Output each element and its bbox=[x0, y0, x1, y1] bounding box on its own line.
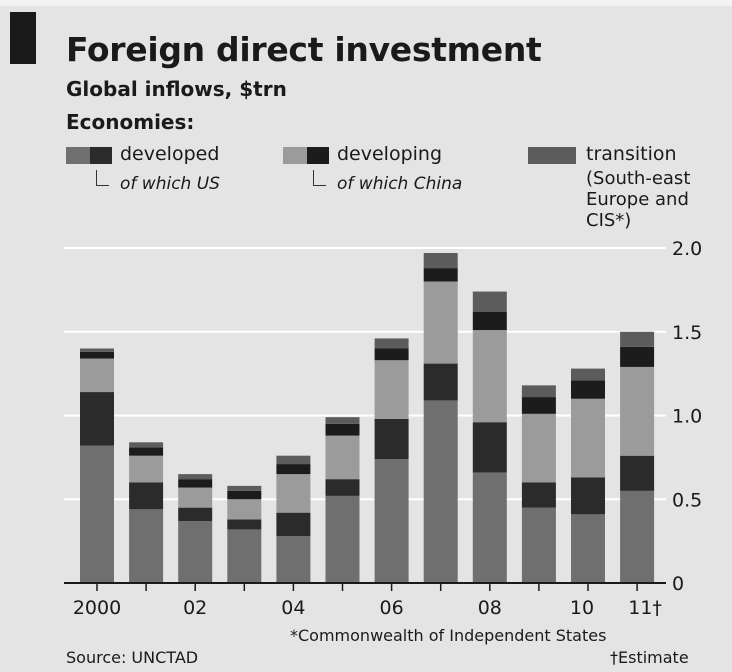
bar-segment-china bbox=[571, 380, 605, 399]
bar-segment-developed bbox=[178, 521, 213, 583]
source-label: Source: UNCTAD bbox=[66, 648, 199, 667]
x-tick-label: 06 bbox=[380, 597, 404, 619]
bar-segment-transition bbox=[423, 253, 458, 269]
footnote-estimate: †Estimate bbox=[610, 648, 689, 667]
x-tick-label: 10 bbox=[570, 597, 594, 619]
x-tick-label: 08 bbox=[478, 597, 502, 619]
bar-segment-developed bbox=[276, 536, 311, 583]
legend-label-transition: transition bbox=[586, 143, 677, 165]
bar-segment-china bbox=[325, 423, 360, 436]
legend-heading: Economies: bbox=[66, 110, 195, 134]
bar-segment-developing bbox=[423, 281, 458, 364]
bar-segment-transition bbox=[374, 338, 409, 349]
x-tick-label: 2000 bbox=[73, 597, 121, 619]
x-tick-label: 11† bbox=[628, 597, 662, 619]
bar-segment-china bbox=[472, 311, 507, 331]
bar-segment-us bbox=[521, 482, 556, 508]
legend-label-developed: developed bbox=[120, 143, 220, 165]
legend-label-us: of which US bbox=[120, 174, 220, 194]
bar-segment-developed bbox=[571, 514, 605, 583]
legend-transition-note-line: CIS*) bbox=[586, 210, 632, 231]
legend-swatch-developed bbox=[66, 147, 90, 164]
legend-hook-us bbox=[96, 170, 109, 186]
bar-segment-developing bbox=[276, 474, 311, 513]
bar-segment-china bbox=[374, 348, 409, 361]
x-tick-label: 02 bbox=[183, 597, 207, 619]
bar-segment-transition bbox=[620, 331, 655, 347]
legend-hook-china bbox=[313, 170, 326, 186]
bar-segment-developing bbox=[571, 398, 605, 478]
bar-segment-china bbox=[521, 397, 556, 414]
legend-swatch-developing bbox=[283, 147, 307, 164]
chart-subtitle: Global inflows, $trn bbox=[66, 77, 287, 101]
bar-segment-china bbox=[80, 351, 114, 359]
bar-segment-china bbox=[276, 464, 311, 475]
bar-segment-developed bbox=[227, 529, 262, 583]
bar-segment-developing bbox=[521, 413, 556, 483]
legend-transition-note-line: Europe and bbox=[586, 189, 689, 210]
bar-segment-us bbox=[325, 479, 360, 496]
bar-segment-transition bbox=[571, 368, 605, 381]
bar-segment-us bbox=[178, 507, 213, 522]
bar-segment-developing bbox=[129, 455, 164, 483]
bar-segment-developing bbox=[472, 330, 507, 423]
legend-label-developing: developing bbox=[337, 143, 443, 165]
y-tick-label: 2.0 bbox=[672, 238, 702, 260]
bar-segment-transition bbox=[472, 291, 507, 312]
bar-segment-china bbox=[178, 479, 213, 488]
legend-transition-note: (South-east Europe and CIS*) bbox=[586, 168, 690, 231]
top-border bbox=[0, 0, 732, 6]
x-tick-label: 04 bbox=[281, 597, 305, 619]
bar-segment-china bbox=[129, 447, 164, 456]
bar-segment-china bbox=[423, 268, 458, 282]
y-tick-label: 1.5 bbox=[672, 322, 702, 344]
bar-segment-us bbox=[374, 418, 409, 460]
bar-segment-us bbox=[227, 519, 262, 530]
bar-segment-transition bbox=[276, 455, 311, 465]
bar-segment-developed bbox=[620, 490, 655, 583]
legend-swatch-transition bbox=[528, 147, 576, 164]
bar-segment-us bbox=[276, 512, 311, 537]
bar-segment-china bbox=[227, 490, 262, 500]
bar-segment-developing bbox=[374, 360, 409, 419]
bar-segment-developing bbox=[80, 358, 114, 393]
bar-segment-transition bbox=[227, 485, 262, 491]
bar-segment-developed bbox=[325, 495, 360, 583]
bar-segment-developing bbox=[227, 499, 262, 520]
bar-segment-developing bbox=[620, 366, 655, 456]
bar-segment-transition bbox=[129, 442, 164, 448]
bar-segment-us bbox=[129, 482, 164, 510]
bar-segment-transition bbox=[80, 348, 114, 352]
chart-title: Foreign direct investment bbox=[66, 30, 542, 69]
bar-segment-us bbox=[80, 392, 114, 446]
legend-swatch-us bbox=[90, 147, 112, 164]
y-tick-label: 0.5 bbox=[672, 489, 702, 511]
footnote-cis: *Commonwealth of Independent States bbox=[290, 626, 607, 645]
bar-segment-us bbox=[472, 422, 507, 473]
bar-segment-developed bbox=[129, 509, 164, 583]
bar-segment-developed bbox=[374, 459, 409, 583]
legend-transition-note-line: (South-east bbox=[586, 168, 691, 189]
bar-segment-developed bbox=[423, 400, 458, 583]
section-tag bbox=[10, 12, 36, 64]
bar-segment-developing bbox=[178, 487, 213, 508]
bar-segment-developing bbox=[325, 435, 360, 480]
y-tick-label: 0 bbox=[672, 573, 684, 595]
bar-segment-us bbox=[423, 363, 458, 401]
bar-segment-developed bbox=[80, 445, 114, 583]
bar-segment-transition bbox=[178, 474, 213, 480]
legend-label-china: of which China bbox=[337, 174, 463, 194]
bar-segment-developed bbox=[472, 472, 507, 583]
bar-segment-us bbox=[620, 455, 655, 491]
bar-segment-us bbox=[571, 477, 605, 515]
legend-swatch-china bbox=[307, 147, 329, 164]
bar-segment-developed bbox=[521, 507, 556, 583]
bar-segment-transition bbox=[325, 417, 360, 424]
bar-segment-transition bbox=[521, 385, 556, 398]
bar-segment-china bbox=[620, 346, 655, 367]
y-tick-label: 1.0 bbox=[672, 406, 702, 428]
